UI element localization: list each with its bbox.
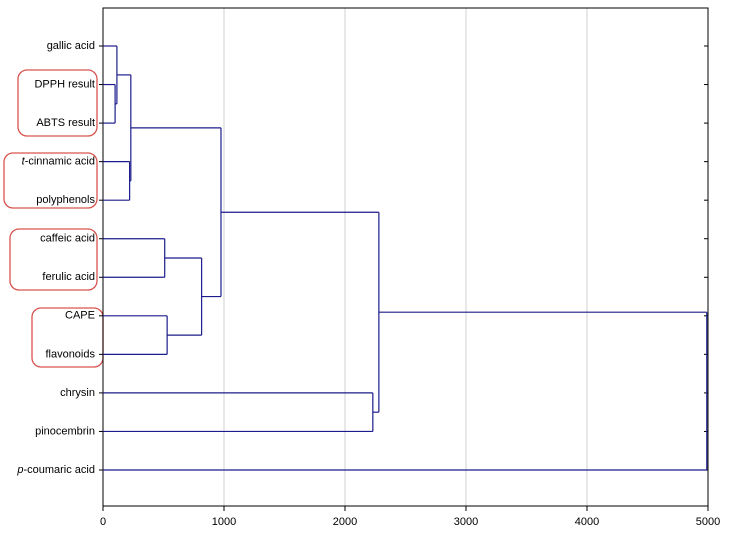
highlight-box (9, 228, 98, 291)
plot-frame (102, 7, 709, 507)
highlight-box (3, 152, 98, 209)
x-tick-label: 3000 (454, 516, 478, 528)
x-tick-label: 4000 (575, 516, 599, 528)
leaf-label: polyphenols (36, 194, 95, 206)
leaf-label: CAPE (65, 310, 95, 322)
leaf-label: DPPH result (34, 78, 95, 90)
x-tick-label: 2000 (333, 516, 357, 528)
x-tick-label: 5000 (696, 516, 720, 528)
leaf-label: flavonoids (45, 348, 95, 360)
leaf-label: t-cinnamic acid (22, 156, 95, 168)
leaf-label: chrysin (60, 387, 95, 399)
x-tick-label: 0 (100, 516, 106, 528)
leaf-label: pinocembrin (35, 425, 95, 437)
leaf-label: ferulic acid (42, 271, 95, 283)
leaf-label: ABTS result (36, 117, 95, 129)
leaf-label: caffeic acid (40, 233, 95, 245)
leaf-label: p-coumaric acid (16, 464, 95, 476)
x-tick-label: 1000 (212, 516, 236, 528)
leaf-label: gallic acid (47, 40, 95, 52)
highlight-boxes (3, 69, 104, 368)
highlight-box (17, 69, 98, 137)
